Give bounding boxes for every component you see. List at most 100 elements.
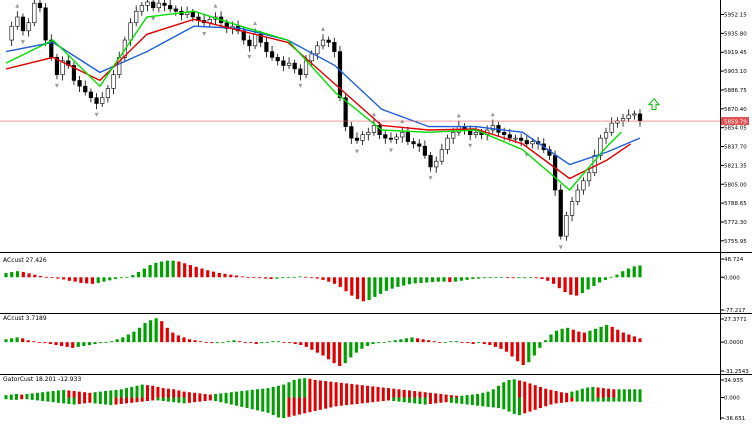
gator-upper-bar: [318, 380, 322, 398]
candle-body: [417, 143, 422, 147]
price-tick-label: 5919.45: [724, 50, 747, 56]
indicator-bar: [454, 341, 459, 343]
candle-body: [519, 137, 524, 141]
gator-lower-bar: [601, 397, 605, 402]
gator-lower-bar: [507, 397, 511, 412]
indicator-bar: [563, 277, 567, 293]
gator-lower-bar: [586, 397, 590, 402]
gator-lower-bar: [9, 397, 13, 400]
ac-indicator-panel[interactable]: 48.724 0.000 -77.217: [4, 257, 746, 314]
candle-body: [428, 155, 433, 168]
gator-lower-bar: [219, 397, 223, 403]
indicator-bar: [260, 342, 264, 344]
indicator-bar: [603, 277, 608, 280]
indicator-bar: [142, 268, 146, 278]
indicator-bar: [50, 277, 54, 279]
indicator-bar: [326, 342, 331, 360]
indicator-bar: [598, 277, 602, 283]
gator-upper-bar: [56, 390, 60, 398]
indicator-bar: [310, 342, 314, 350]
fractal-down-marker: [151, 16, 156, 21]
indicator-bar: [176, 335, 181, 343]
gator-lower-bar: [465, 397, 469, 405]
indicator-bar: [627, 334, 631, 343]
candle-body: [451, 132, 456, 139]
indicator-bar: [621, 332, 625, 343]
gator-upper-bar: [177, 390, 181, 398]
gator-upper-bar: [476, 393, 480, 398]
gator-upper-bar: [580, 388, 584, 398]
indicator-bar: [4, 339, 8, 343]
indicator-bar: [315, 342, 320, 353]
candle-body: [326, 39, 331, 43]
indicator-bar: [98, 342, 103, 344]
indicator-bar: [471, 342, 475, 345]
fractal-up-marker: [15, 3, 20, 8]
gator-upper-bar: [224, 392, 228, 398]
indicator-bar: [108, 277, 112, 281]
gator-lower-bar: [376, 397, 380, 402]
ac2-indicator-panel[interactable]: 27.3771 0.0000 -31.2543: [4, 317, 749, 375]
indicator-bar: [438, 342, 442, 343]
indicator-bar: [188, 265, 193, 278]
indicator-bar: [232, 340, 236, 343]
indicator-bar: [93, 342, 97, 345]
candle-body: [292, 62, 297, 70]
indicator-bar: [477, 277, 481, 279]
indicator-bar: [605, 324, 609, 343]
gator-lower-bar: [214, 397, 218, 402]
indicator-bar: [551, 277, 556, 284]
gator-lower-bar: [166, 397, 170, 402]
indicator-bar: [182, 337, 186, 343]
gator-upper-bar: [334, 382, 338, 398]
gator-upper-bar: [528, 383, 532, 398]
indicator-bar: [160, 321, 164, 343]
candle-body: [354, 137, 360, 141]
indicator-bar: [286, 277, 291, 279]
gator-lower-bar: [455, 397, 459, 404]
indicator-bar: [15, 337, 19, 343]
gator-lower-bar: [428, 397, 432, 404]
indicator-bar: [210, 342, 214, 344]
gator-upper-bar: [444, 394, 448, 398]
candle-body: [473, 132, 478, 135]
indicator-bar: [382, 342, 386, 343]
gator-lower-bar: [303, 397, 307, 414]
indicator-bar: [534, 277, 538, 279]
indicator-bar: [171, 260, 175, 278]
indicator-bar: [354, 342, 358, 353]
indicator-bar: [292, 276, 296, 278]
indicator-bar: [37, 342, 41, 343]
indicator-bar: [449, 341, 453, 343]
indicator-bar: [511, 277, 515, 279]
main-price-panel[interactable]: [0, 0, 720, 250]
indicator-bar: [436, 277, 440, 282]
indicator-bar: [638, 265, 642, 278]
gator-upper-bar: [187, 392, 191, 398]
indicator-tick-label: -77.217: [724, 308, 746, 314]
gator-tick-label: 0.000: [724, 395, 740, 401]
gator-indicator-panel[interactable]: 34.935 0.000 -36.651: [4, 378, 746, 422]
indicator-bar: [54, 342, 58, 346]
gator-lower-bar: [491, 397, 495, 408]
gator-lower-bar: [324, 397, 328, 409]
indicator-bar: [413, 277, 417, 284]
indicator-bar: [419, 277, 423, 283]
gator-upper-bar: [161, 388, 165, 398]
indicator-bar: [460, 342, 464, 343]
gator-lower-bar: [240, 397, 244, 407]
indicator-bar: [488, 277, 492, 279]
indicator-bar: [187, 339, 192, 343]
indicator-bar: [321, 277, 325, 280]
gator-upper-bar: [523, 381, 527, 398]
gator-lower-bar: [297, 397, 301, 415]
indicator-bar: [194, 266, 198, 278]
indicator-bar: [56, 277, 60, 279]
gator-upper-bar: [596, 387, 600, 398]
gator-upper-bar: [114, 389, 118, 398]
indicator-bar: [500, 276, 504, 278]
indicator-bar: [276, 341, 281, 343]
candle-body: [286, 62, 292, 66]
indicator-bar: [482, 342, 486, 345]
fractal-down-marker: [354, 149, 359, 154]
